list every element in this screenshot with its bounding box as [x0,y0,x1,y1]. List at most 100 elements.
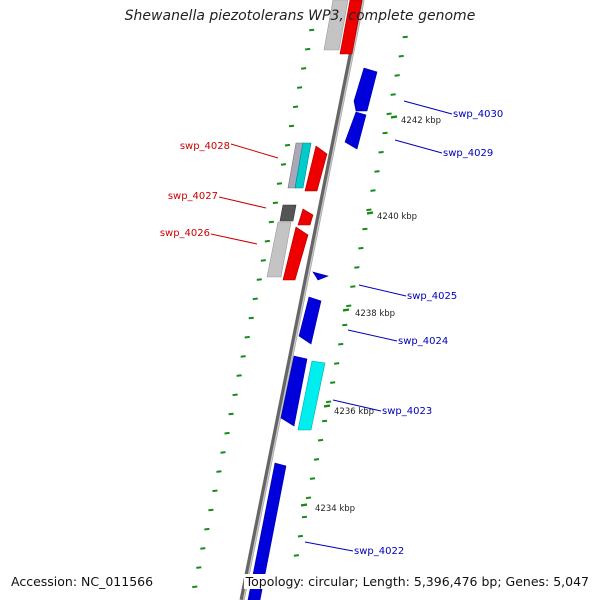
gene-label-swp_4024[interactable]: swp_4024 [398,336,448,347]
gene-feature-red[interactable] [304,145,328,192]
ruler-tick [256,278,262,281]
ruler-tick [342,323,348,327]
ruler-tick [370,189,376,192]
ruler-tick [362,227,368,231]
ruler-tick [382,131,388,135]
ruler-label: 4238 kbp [355,309,395,319]
gene-leader-line [403,100,453,115]
gene-label-swp_4022[interactable]: swp_4022 [354,546,404,557]
gene-label-swp_4030[interactable]: swp_4030 [453,109,503,120]
ruler-tick [402,35,408,39]
gene-leader-line [358,284,407,297]
ruler-tick [208,508,214,512]
ruler-tick [248,316,254,320]
ruler-tick [252,297,258,301]
gene-label-swp_4023[interactable]: swp_4023 [382,406,432,417]
ruler-tick [334,362,340,365]
gene-feature-gray[interactable] [323,0,349,51]
ruler-tick [313,458,320,461]
gene-feature-cyan[interactable] [294,142,312,189]
ruler-tick [204,527,210,531]
ruler-tick [228,412,234,416]
gene-feature-blue[interactable] [298,296,322,345]
ruler-tick [293,554,299,557]
ruler-tick [264,239,270,243]
ruler-tick [192,585,198,589]
gene-feature-red[interactable] [297,208,314,226]
genome-summary: Topology: circular; Length: 5,396,476 bp… [243,574,591,589]
ruler-tick [220,451,226,454]
ruler-tick [366,208,372,212]
ruler-tick [260,259,266,262]
ruler-tick [296,86,303,89]
ruler-tick [317,438,324,442]
ruler-tick [374,170,380,173]
gene-feature-red[interactable] [339,0,363,55]
ruler-tick [394,74,400,77]
ruler-tick [326,400,332,404]
ruler-tick [338,342,344,346]
gene-label-swp_4026[interactable]: swp_4026 [160,228,210,239]
gene-feature-gray[interactable] [279,204,297,222]
gene-feature-gray[interactable] [266,221,292,278]
ruler-tick [216,470,222,473]
gene-feature-blue[interactable] [344,111,367,150]
gene-leader-line [332,399,382,412]
ruler-tick [212,489,218,493]
inner-tick-row [293,35,408,557]
gene-label-swp_4025[interactable]: swp_4025 [407,291,457,302]
ruler-tick [236,374,242,377]
ruler-tick [288,124,295,128]
ruler-tick [297,534,304,538]
gene-feature-blue[interactable] [353,67,378,112]
accession-label: Accession: NC_011566 [9,574,156,589]
ruler-tick [305,47,311,51]
forward-strand-genes [266,0,363,281]
ruler-label: 4240 kbp [377,212,417,222]
ruler-tick [292,105,299,109]
ruler-tick [232,393,238,397]
reverse-strand-genes [247,67,378,600]
ruler-tick [309,477,316,480]
ruler-tick [398,54,404,58]
ruler-major-tick [323,404,331,408]
ruler-major-tick [366,211,374,215]
gene-feature-cyan[interactable] [297,360,326,431]
ruler-tick [330,381,336,384]
gene-labels: swp_4028 swp_4027 swp_4026 swp_4030 swp_4029… [160,100,503,557]
gene-feature-blue[interactable] [247,462,287,600]
ruler-tick [224,431,230,435]
ruler-tick [272,201,279,205]
ruler-tick [346,304,352,308]
ruler-tick [200,547,206,550]
gene-label-swp_4029[interactable]: swp_4029 [443,148,493,159]
outer-tick-row [192,28,315,589]
ruler-tick [305,496,312,500]
ruler-tick [386,112,392,116]
gene-feature-blue[interactable] [280,355,308,427]
gene-leader-line [394,139,443,154]
ruler-tick [354,266,360,269]
genome-backbone [239,0,365,600]
ruler-tick [276,182,283,185]
ruler-tick [350,285,356,288]
gene-leader-line [304,541,354,552]
ruler-tick [358,246,364,250]
ruler-tick [284,143,291,147]
ruler-tick [244,335,250,339]
genome-title: Shewanella piezotolerans WP3, complete g… [124,8,476,24]
ruler-label: 4242 kbp [401,116,441,126]
ruler-major-tick [342,308,350,312]
ruler-tick [301,67,307,70]
ruler-tick [309,28,315,32]
gene-leader-line [230,143,279,159]
gene-feature-blue[interactable] [312,271,329,281]
gene-label-swp_4027[interactable]: swp_4027 [168,191,218,202]
ruler-tick [390,93,396,96]
ruler-tick [240,355,246,358]
gene-label-swp_4028[interactable]: swp_4028 [180,141,230,152]
ruler-tick [378,150,384,154]
ruler-tick [268,220,274,224]
gene-feature-red[interactable] [282,226,309,281]
